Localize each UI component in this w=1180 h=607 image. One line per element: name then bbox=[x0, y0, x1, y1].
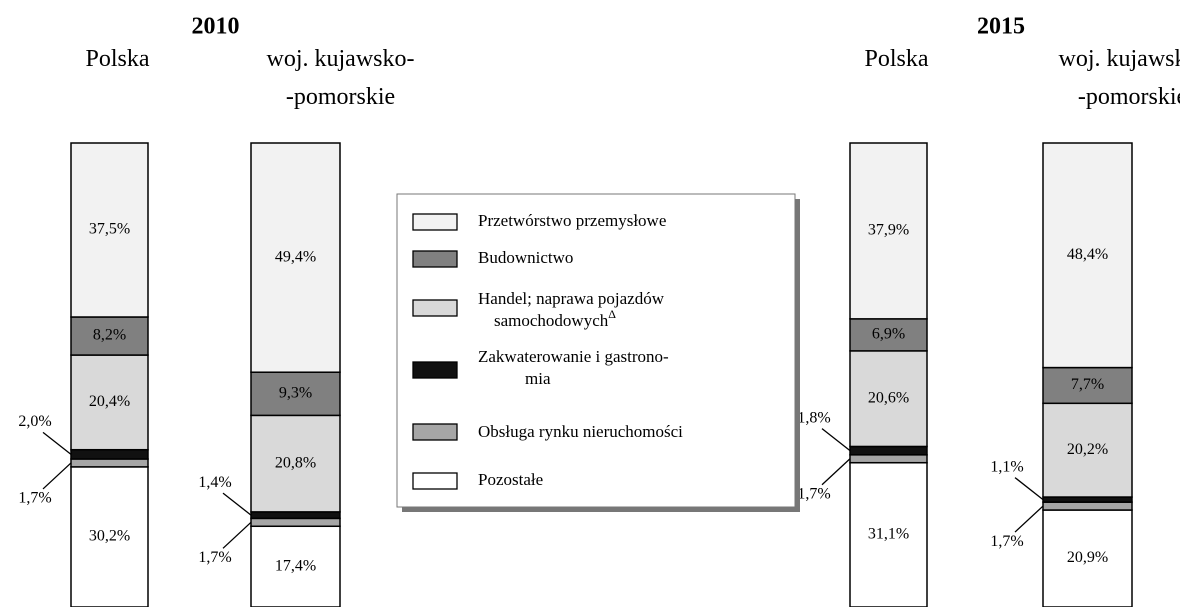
value-label: 7,7% bbox=[1071, 376, 1104, 393]
leader-line bbox=[222, 521, 252, 549]
bar-segment bbox=[849, 142, 928, 320]
value-label: 37,9% bbox=[868, 222, 909, 239]
value-label: 30,2% bbox=[89, 528, 130, 545]
legend-swatch bbox=[412, 361, 458, 379]
bar-segment bbox=[250, 517, 341, 528]
legend-label: Budownictwo bbox=[478, 248, 573, 267]
value-label: 2,0% bbox=[18, 413, 51, 430]
bar-segment bbox=[250, 414, 341, 513]
bar-segment bbox=[250, 525, 341, 607]
leader-line bbox=[821, 458, 851, 486]
value-label: 6,9% bbox=[872, 326, 905, 343]
value-label: 20,9% bbox=[1067, 549, 1108, 566]
legend-label: Handel; naprawa pojazdów samochodowychΔ bbox=[478, 289, 665, 330]
value-label: 8,2% bbox=[93, 327, 126, 344]
bar-segment bbox=[1042, 501, 1133, 511]
category-label: Polska bbox=[864, 46, 928, 72]
bar-segment bbox=[1042, 402, 1133, 498]
value-label: 20,2% bbox=[1067, 441, 1108, 458]
bar-segment bbox=[250, 511, 341, 520]
bar-segment bbox=[70, 142, 149, 318]
legend-swatch bbox=[412, 213, 458, 231]
category-label: woj. kujawsko--pomorskie bbox=[267, 46, 415, 110]
bar-segment bbox=[849, 454, 928, 464]
value-label: 20,8% bbox=[275, 454, 316, 471]
legend-box bbox=[396, 193, 796, 508]
legend-label: Pozostałe bbox=[478, 470, 543, 489]
bar-segment bbox=[1042, 509, 1133, 607]
legend-label: Obsługa rynku nieruchomości bbox=[478, 422, 683, 441]
bar-segment bbox=[70, 316, 149, 356]
value-label: 1,7% bbox=[990, 533, 1023, 550]
value-label: 49,4% bbox=[275, 248, 316, 265]
group-title: 2015 bbox=[977, 14, 1025, 40]
leader-line bbox=[222, 492, 252, 516]
value-label: 1,7% bbox=[797, 485, 830, 502]
leader-line bbox=[1014, 477, 1044, 501]
bar-segment bbox=[70, 458, 149, 468]
legend-swatch bbox=[412, 250, 458, 268]
legend-swatch bbox=[412, 423, 458, 441]
value-label: 1,1% bbox=[990, 458, 1023, 475]
leader-line bbox=[42, 462, 72, 490]
value-label: 17,4% bbox=[275, 557, 316, 574]
legend-note: Δ bbox=[608, 307, 616, 321]
bar-segment bbox=[849, 445, 928, 456]
bar-segment bbox=[1042, 142, 1133, 369]
value-label: 1,4% bbox=[198, 474, 231, 491]
bar-segment bbox=[849, 350, 928, 448]
value-label: 20,6% bbox=[868, 389, 909, 406]
bar-segment bbox=[250, 371, 341, 417]
bar-segment bbox=[70, 448, 149, 460]
value-label: 1,8% bbox=[797, 409, 830, 426]
leader-line bbox=[42, 431, 72, 455]
leader-line bbox=[821, 428, 851, 452]
value-label: 9,3% bbox=[279, 384, 312, 401]
legend-label: Zakwaterowanie i gastrono-mia bbox=[478, 347, 669, 388]
value-label: 48,4% bbox=[1067, 246, 1108, 263]
legend-swatch bbox=[412, 472, 458, 490]
value-label: 1,7% bbox=[18, 490, 51, 507]
value-label: 31,1% bbox=[868, 526, 909, 543]
legend-swatch bbox=[412, 299, 458, 317]
legend-label: Przetwórstwo przemysłowe bbox=[478, 211, 666, 230]
bar-segment bbox=[849, 318, 928, 352]
bar-segment bbox=[1042, 366, 1133, 405]
value-label: 1,7% bbox=[198, 549, 231, 566]
group-title: 2010 bbox=[192, 14, 240, 40]
bar-segment bbox=[70, 354, 149, 451]
category-label: woj. kujawsko--pomorskie bbox=[1059, 46, 1180, 110]
bar-segment bbox=[1042, 496, 1133, 503]
leader-line bbox=[1014, 505, 1044, 533]
category-label: Polska bbox=[85, 46, 149, 72]
bar-segment bbox=[70, 466, 149, 607]
value-label: 20,4% bbox=[89, 393, 130, 410]
value-label: 37,5% bbox=[89, 221, 130, 238]
bar-segment bbox=[849, 461, 928, 607]
bar-segment bbox=[250, 142, 341, 373]
